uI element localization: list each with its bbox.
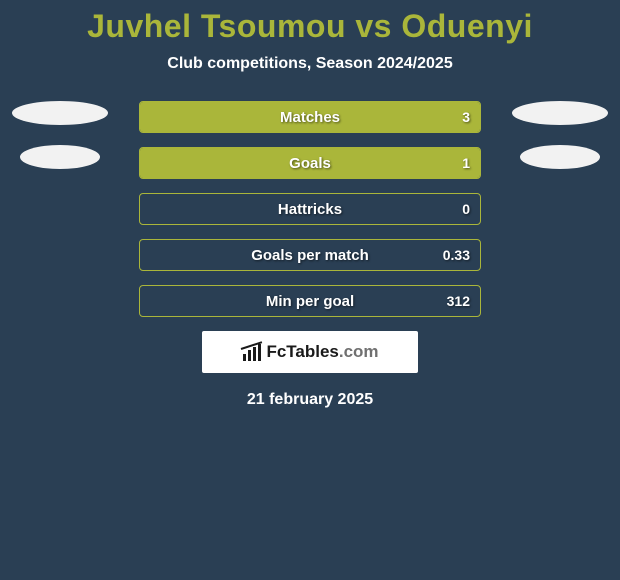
subtitle: Club competitions, Season 2024/2025 [0, 55, 620, 73]
compare-area: 3Matches 1Goals 0Hattricks 0.33Goals per ma… [0, 101, 620, 409]
stat-row: 0.33Goals per match [139, 239, 481, 271]
player-left-photos [12, 101, 108, 189]
stat-row: 1Goals [139, 147, 481, 179]
stat-rows: 3Matches 1Goals 0Hattricks 0.33Goals per ma… [139, 101, 481, 317]
stat-row: 0Hattricks [139, 193, 481, 225]
brand-text: FcTables.com [266, 342, 378, 362]
stat-label: Min per goal [140, 286, 480, 316]
player-photo-placeholder [12, 101, 108, 125]
player-photo-placeholder [512, 101, 608, 125]
fill-right [140, 148, 480, 178]
stat-label: Hattricks [140, 194, 480, 224]
comparison-card: Juvhel Tsoumou vs Oduenyi Club competiti… [0, 0, 620, 409]
brand-suffix: .com [339, 342, 379, 361]
brand-badge: FcTables.com [202, 331, 418, 373]
stat-value-right: 312 [437, 286, 480, 316]
date-label: 21 february 2025 [0, 391, 620, 409]
stat-label: Goals per match [140, 240, 480, 270]
player-photo-placeholder [520, 145, 600, 169]
chart-icon [241, 343, 263, 361]
stat-row: 3Matches [139, 101, 481, 133]
fill-right [140, 102, 480, 132]
stat-row: 312Min per goal [139, 285, 481, 317]
brand-name: FcTables [266, 342, 338, 361]
player-right-photos [512, 101, 608, 189]
page-title: Juvhel Tsoumou vs Oduenyi [0, 8, 620, 45]
stat-value-right: 0.33 [433, 240, 480, 270]
stat-value-right: 0 [452, 194, 480, 224]
player-photo-placeholder [20, 145, 100, 169]
